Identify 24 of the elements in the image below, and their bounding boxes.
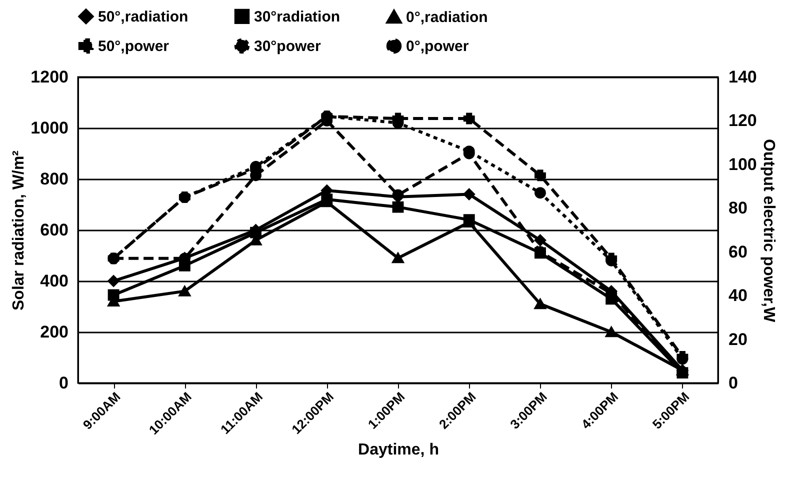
legend-label: 0°,radiation bbox=[406, 8, 488, 26]
legend-label: 50°,radiation bbox=[98, 8, 188, 26]
y2-tick-label: 40 bbox=[728, 286, 748, 306]
legend-label: 30°power bbox=[254, 38, 322, 55]
y-tick-label: 400 bbox=[40, 272, 68, 290]
y2-tick-label: 120 bbox=[728, 111, 757, 130]
y2-tick-label: 20 bbox=[728, 330, 748, 349]
y-tick-label: 1000 bbox=[30, 118, 68, 138]
y2-tick-label: 100 bbox=[728, 154, 757, 174]
y2-tick-label: 140 bbox=[728, 68, 757, 86]
legend-label: 0°,power bbox=[406, 38, 469, 55]
y2-axis-title: Output electric power,W bbox=[760, 138, 777, 323]
legend-label: 50°,power bbox=[98, 38, 170, 55]
legend-label: 30°radiation bbox=[254, 8, 340, 26]
y2-tick-label: 60 bbox=[728, 242, 748, 262]
y-tick-label: 0 bbox=[59, 374, 68, 392]
y2-tick-label: 0 bbox=[728, 374, 738, 392]
y-tick-label: 600 bbox=[40, 220, 68, 240]
y2-tick-label: 80 bbox=[728, 198, 748, 218]
y-axis-title: Solar radiation, W/m² bbox=[10, 150, 28, 311]
y-tick-label: 800 bbox=[40, 170, 68, 188]
y-tick-label: 200 bbox=[40, 322, 68, 342]
y-tick-label: 1200 bbox=[30, 68, 68, 86]
x-axis-title: Daytime, h bbox=[358, 442, 439, 458]
